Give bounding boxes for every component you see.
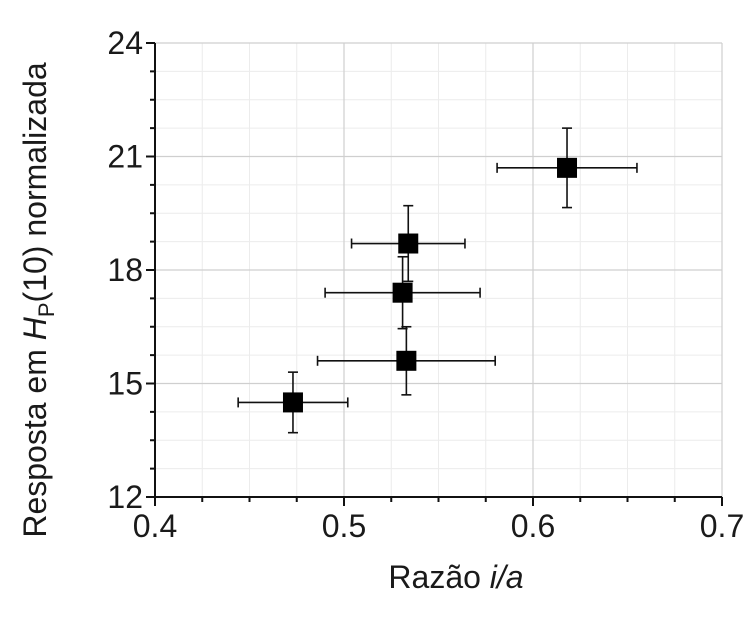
x-axis-title: Razão i/a	[388, 559, 523, 595]
y-axis-title-italic: H	[17, 316, 53, 340]
y-tick-label: 12	[107, 479, 143, 515]
x-tick-label: 0.6	[511, 508, 555, 544]
axes	[146, 42, 723, 506]
data-point-square	[557, 157, 578, 178]
y-axis-title: Resposta em HP(10) normalizada	[17, 62, 59, 538]
y-tick-label: 21	[107, 139, 143, 175]
y-axis-title-prefix: Resposta em	[17, 340, 53, 537]
data-point-square	[392, 282, 413, 303]
y-tick-label: 24	[107, 25, 143, 61]
error-bars	[237, 127, 638, 434]
data-markers	[282, 157, 578, 413]
grid-lines	[154, 42, 723, 498]
y-axis-title-suffix: (10) normalizada	[17, 62, 53, 302]
x-axis-title-italic: i/a	[490, 559, 524, 595]
data-point-square	[398, 233, 419, 254]
x-tick-label: 0.4	[133, 508, 177, 544]
x-tick-label: 0.7	[700, 508, 744, 544]
data-point-square	[396, 350, 417, 371]
data-point-square	[282, 392, 303, 413]
y-tick-label: 18	[107, 252, 143, 288]
x-tick-label: 0.5	[322, 508, 366, 544]
y-axis-title-subscript: P	[34, 302, 59, 317]
x-axis-title-prefix: Razão	[388, 559, 489, 595]
y-tick-label: 15	[107, 366, 143, 402]
tick-labels: 12 15 18 21 24 0.4 0.5 0.6 0.7	[107, 25, 744, 544]
